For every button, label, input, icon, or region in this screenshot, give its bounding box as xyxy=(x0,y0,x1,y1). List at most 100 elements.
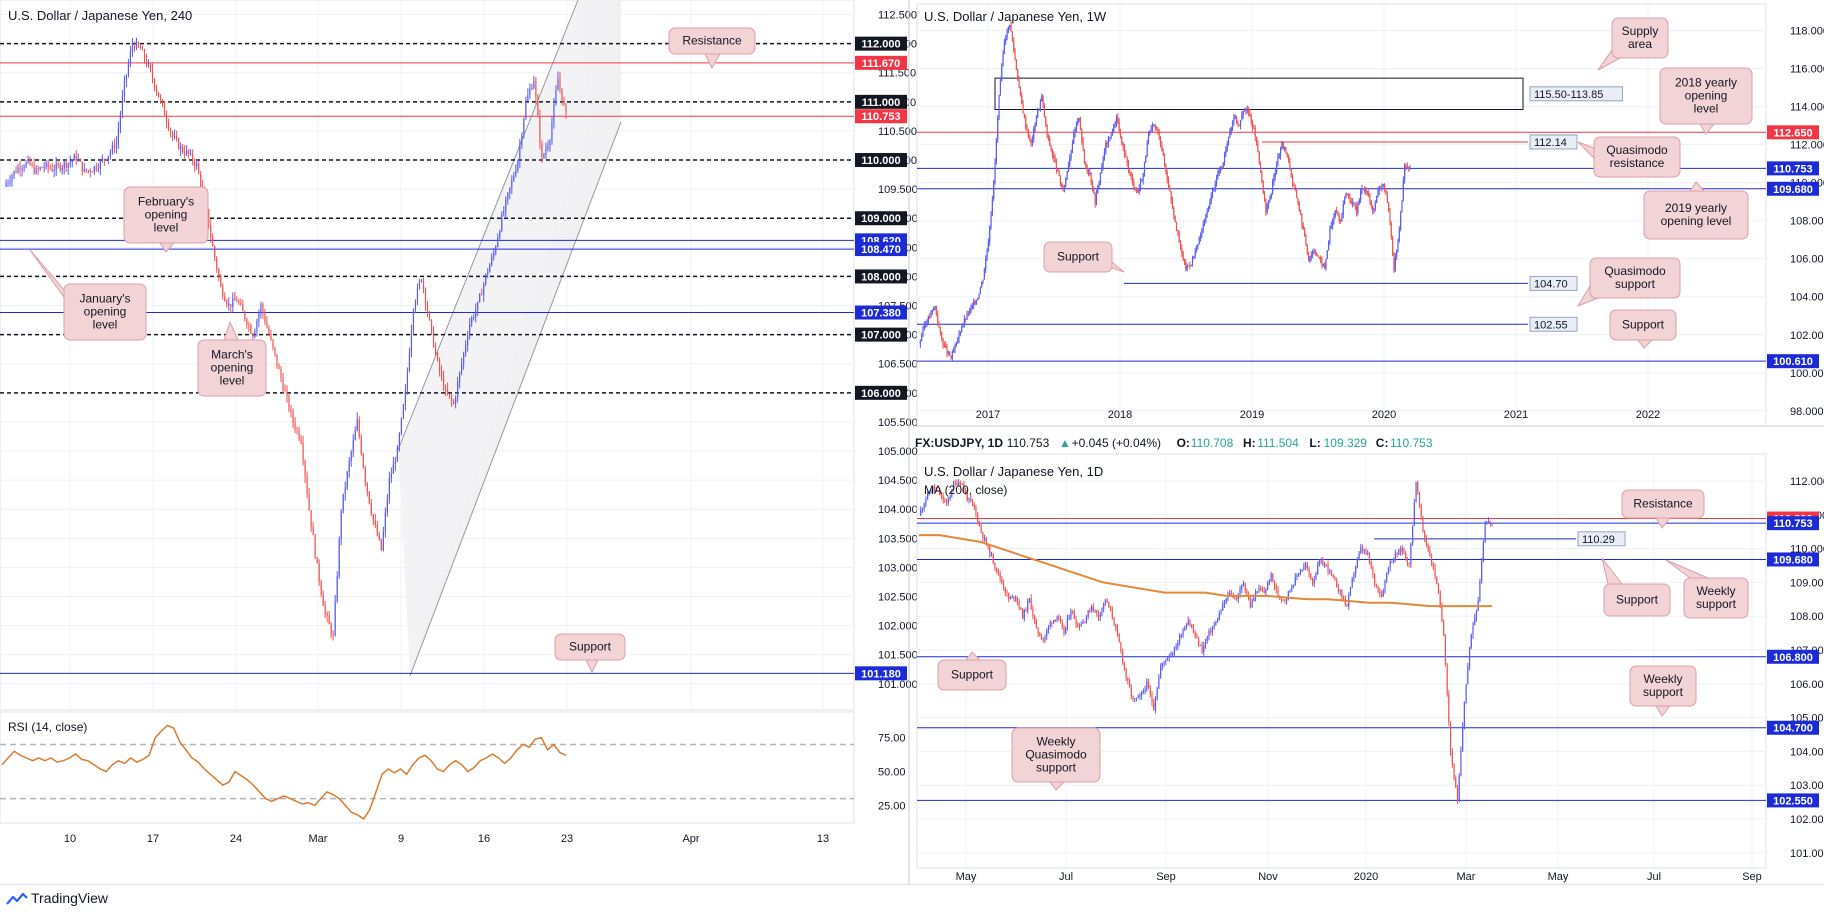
w1-candle xyxy=(1269,197,1271,202)
d1-candle xyxy=(1009,597,1012,600)
h4-candle xyxy=(252,333,254,338)
d1-candle xyxy=(1206,636,1208,642)
h4-candle xyxy=(400,418,403,435)
w1-candle xyxy=(1119,132,1122,137)
w1-candle xyxy=(1073,133,1075,144)
h4-candle xyxy=(426,303,429,313)
w1-candle xyxy=(1291,176,1294,184)
d1-candle xyxy=(927,493,929,499)
w1-candle xyxy=(1381,184,1383,189)
w1-candle xyxy=(1215,177,1218,185)
rsi-y-tick: 25.00 xyxy=(878,800,906,812)
w1-candle xyxy=(1290,170,1292,177)
d1-candle xyxy=(1239,589,1241,597)
d1-candle xyxy=(1025,609,1027,611)
d1-candle xyxy=(1179,635,1181,643)
h4-callout-resistance-box xyxy=(668,27,756,55)
tradingview-brand[interactable]: TradingView xyxy=(31,890,109,906)
d1-candle xyxy=(1418,492,1421,507)
w1-candle xyxy=(1031,139,1034,145)
h4-candle xyxy=(133,44,136,49)
w1-candle xyxy=(1039,101,1042,109)
d1-candle xyxy=(1160,666,1162,677)
h4-candle xyxy=(457,382,459,398)
h4-candle xyxy=(250,325,252,334)
d1-candle xyxy=(1116,627,1119,635)
h4-candle xyxy=(192,153,194,162)
d1-candle xyxy=(1058,616,1060,619)
h4-candle xyxy=(519,145,521,162)
d1-candle xyxy=(1379,591,1381,595)
h4-candle xyxy=(286,391,288,397)
h4-candle xyxy=(300,438,302,443)
h4-price-tag xyxy=(855,666,907,681)
h4-x-tick: 16 xyxy=(478,833,490,845)
h4-candle xyxy=(521,135,523,146)
w1-candle xyxy=(1038,108,1040,110)
h4-candle xyxy=(396,446,399,462)
d1-candle xyxy=(1027,601,1029,610)
d1-candle xyxy=(1068,617,1070,619)
h4-candle xyxy=(13,171,15,176)
d1-candle xyxy=(1073,612,1075,620)
w1-callout-support-left: Support xyxy=(1043,241,1125,273)
w1-candle xyxy=(1223,154,1226,163)
h4-channel xyxy=(397,0,622,677)
d1-candle xyxy=(1322,560,1324,566)
d1-y-tick: 103.000 xyxy=(1790,780,1824,792)
h4-callout-february-box xyxy=(123,186,209,244)
w1-candle xyxy=(1214,184,1216,190)
d1-candle xyxy=(1391,561,1393,563)
h4-candle xyxy=(232,298,234,307)
w1-candle xyxy=(1163,154,1166,164)
d1-candle xyxy=(1244,583,1246,591)
d1-candle xyxy=(947,498,949,503)
h4-candle xyxy=(378,535,380,540)
w1-candle xyxy=(1279,147,1282,156)
h4-candle xyxy=(499,231,501,238)
w1-candle xyxy=(1219,166,1222,171)
d1-candle xyxy=(1237,596,1239,600)
tradingview-logo-icon[interactable] xyxy=(6,892,28,906)
d1-candle xyxy=(1437,583,1440,594)
h4-candle xyxy=(384,512,386,532)
w1-candle xyxy=(1386,194,1388,203)
d1-candle xyxy=(1311,579,1314,584)
w1-candle xyxy=(969,309,971,315)
d1-y-tick: 106.000 xyxy=(1790,679,1824,691)
w1-candle xyxy=(1334,210,1336,217)
w1-candle xyxy=(1316,253,1318,255)
h4-candle xyxy=(178,138,180,150)
h4-candle xyxy=(416,287,419,302)
w1-candle xyxy=(1043,105,1046,117)
w1-candle xyxy=(1111,132,1114,136)
w1-candle xyxy=(1189,265,1191,267)
h4-callouts: Resistance February's opening level January'… xyxy=(29,27,756,674)
h4-y-tick: 102.500 xyxy=(878,592,918,604)
w1-candle xyxy=(1018,80,1020,88)
w1-callout-2018: 2018 yearly opening level xyxy=(1659,67,1753,135)
w1-candle xyxy=(1281,142,1283,148)
h4-price-tag xyxy=(855,36,907,51)
d1-price-tag xyxy=(1767,516,1819,531)
rsi-line xyxy=(1,724,567,820)
h4-candle xyxy=(312,526,314,536)
w1-callout-supply-box xyxy=(1611,17,1669,59)
d1-candle xyxy=(1325,564,1327,566)
d1-header-last: 110.753 xyxy=(1007,436,1050,450)
w1-price-tag-label: 100.610 xyxy=(1773,356,1813,368)
w1-candle xyxy=(1083,149,1086,164)
d1-candle xyxy=(1122,651,1124,663)
w1-candle xyxy=(1392,237,1394,256)
w1-candle xyxy=(1265,199,1267,212)
d1-candle xyxy=(942,495,944,501)
w1-candle xyxy=(991,198,993,214)
w1-candle xyxy=(1277,157,1279,165)
h4-y-tick: 102.000 xyxy=(878,621,918,633)
d1-candle xyxy=(1158,676,1160,689)
d1-candle xyxy=(959,482,962,484)
w1-candle xyxy=(1338,215,1340,221)
d1-candle xyxy=(1077,624,1079,627)
h4-candle xyxy=(89,170,91,172)
